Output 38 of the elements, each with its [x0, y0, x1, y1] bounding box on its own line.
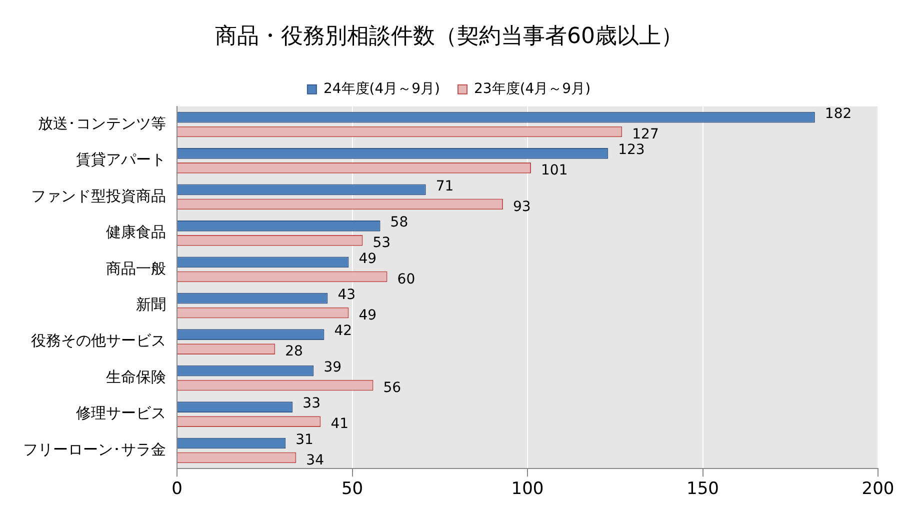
y-tick-label: 役務その他サービス	[31, 332, 166, 350]
data-label: 49	[358, 307, 377, 324]
data-label: 60	[397, 271, 416, 288]
y-tick-label: ファンド型投資商品	[31, 186, 166, 205]
data-label: 93	[512, 198, 531, 215]
data-label: 53	[372, 235, 391, 252]
data-label: 39	[324, 359, 342, 376]
data-label: 28	[285, 344, 303, 360]
data-label: 58	[390, 214, 408, 231]
legend-label: 23年度(4月～9月)	[474, 81, 591, 98]
data-label: 49	[358, 250, 377, 267]
data-label: 71	[436, 178, 454, 194]
data-label: 127	[632, 126, 659, 142]
data-label: 33	[302, 396, 320, 412]
x-tick-label: 150	[686, 479, 719, 500]
x-tick-label: 100	[511, 479, 544, 500]
y-tick-label: 修理サービス	[76, 404, 166, 422]
y-tick-label: 健康食品	[106, 223, 166, 242]
data-label: 34	[306, 452, 324, 468]
data-label: 182	[824, 106, 852, 122]
data-label: 41	[330, 416, 349, 432]
y-tick-label: 生命保険	[106, 368, 166, 386]
data-label: 43	[338, 287, 356, 304]
data-label: 101	[541, 162, 568, 179]
x-tick-label: 0	[172, 479, 182, 500]
data-label: 42	[334, 323, 352, 340]
data-label: 31	[296, 432, 314, 448]
y-tick-label: 放送･コンテンツ等	[38, 114, 166, 132]
legend-label: 24年度(4月～9月)	[323, 81, 440, 98]
x-tick-label: 200	[862, 479, 894, 500]
data-label: 56	[383, 380, 402, 396]
chart-title: 商品・役務別相談件数（契約当事者60歳以上）	[215, 24, 683, 49]
y-tick-label: フリーローン･サラ金	[23, 440, 166, 458]
y-tick-label: 商品一般	[106, 259, 166, 278]
x-tick-label: 50	[341, 479, 364, 500]
y-tick-label: 新聞	[136, 296, 166, 314]
data-label: 123	[618, 142, 645, 158]
y-tick-label: 賃貸アパート	[76, 150, 166, 169]
